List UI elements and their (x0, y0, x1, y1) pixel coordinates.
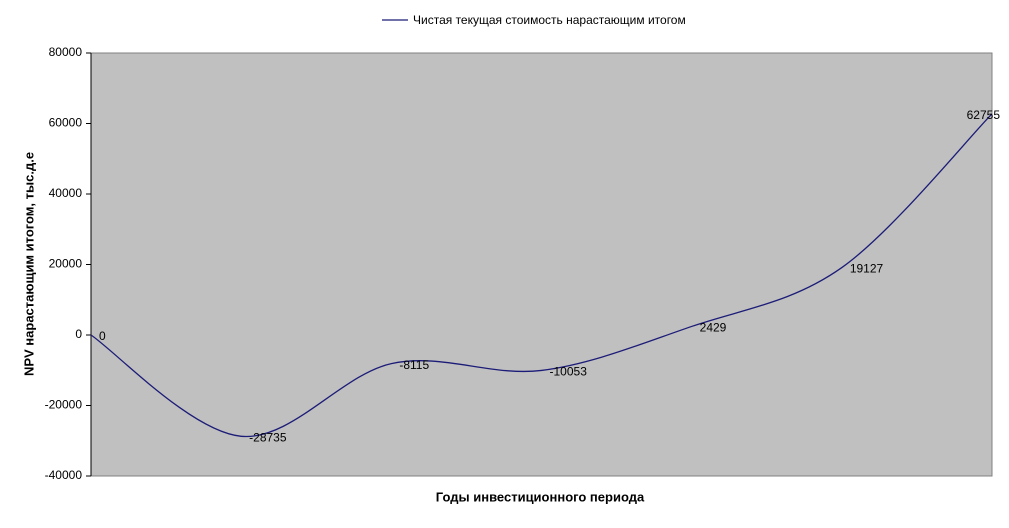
y-tick-label: 40000 (49, 186, 83, 200)
series-line (90, 113, 993, 437)
y-tick-label: 80000 (49, 45, 83, 59)
data-label: -10053 (550, 365, 588, 379)
y-tick-label: 60000 (49, 116, 83, 130)
y-tick-label: -40000 (45, 468, 83, 482)
data-label: -28735 (249, 430, 287, 444)
y-tick-label: -20000 (45, 398, 83, 412)
plot-area (90, 52, 993, 477)
x-axis-title: Годы инвестиционного периода (436, 489, 645, 504)
y-tick-label: 20000 (49, 257, 83, 271)
data-label: -8115 (399, 358, 429, 372)
data-label: 2429 (700, 321, 727, 335)
legend-label: Чистая текущая стоимость нарастающим ито… (413, 13, 686, 27)
y-tick-label: 0 (75, 327, 82, 341)
data-label: 0 (99, 329, 106, 343)
data-label: 62755 (967, 108, 1001, 122)
y-axis-title: NPV нарастающим итогом, тыс.д.е (21, 152, 36, 376)
data-label: 19127 (850, 262, 884, 276)
